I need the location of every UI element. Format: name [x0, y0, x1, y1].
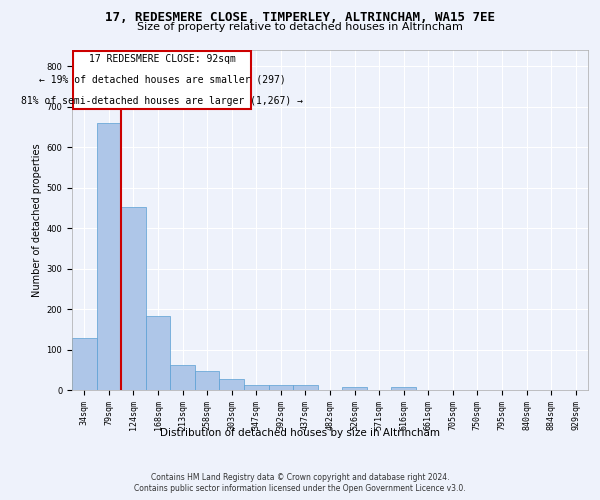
Text: 81% of semi-detached houses are larger (1,267) →: 81% of semi-detached houses are larger (… [21, 96, 303, 106]
Bar [220, 380, 244, 390]
Text: 17, REDESMERE CLOSE, TIMPERLEY, ALTRINCHAM, WA15 7EE: 17, REDESMERE CLOSE, TIMPERLEY, ALTRINCH… [105, 11, 495, 24]
Bar [121, 207, 146, 390]
Text: ← 19% of detached houses are smaller (297): ← 19% of detached houses are smaller (29… [39, 75, 286, 85]
Bar [97, 123, 121, 390]
Text: Distribution of detached houses by size in Altrincham: Distribution of detached houses by size … [160, 428, 440, 438]
Bar [342, 387, 367, 390]
Text: Size of property relative to detached houses in Altrincham: Size of property relative to detached ho… [137, 22, 463, 32]
Y-axis label: Number of detached properties: Number of detached properties [32, 143, 42, 297]
Bar [269, 384, 293, 390]
Bar [195, 370, 220, 390]
Bar [391, 387, 416, 390]
Bar [73, 51, 251, 108]
Bar [244, 384, 269, 390]
Text: 17 REDESMERE CLOSE: 92sqm: 17 REDESMERE CLOSE: 92sqm [89, 54, 236, 64]
Bar [146, 316, 170, 390]
Text: Contains public sector information licensed under the Open Government Licence v3: Contains public sector information licen… [134, 484, 466, 493]
Bar [72, 338, 97, 390]
Bar [293, 384, 318, 390]
Bar [170, 365, 195, 390]
Text: Contains HM Land Registry data © Crown copyright and database right 2024.: Contains HM Land Registry data © Crown c… [151, 472, 449, 482]
